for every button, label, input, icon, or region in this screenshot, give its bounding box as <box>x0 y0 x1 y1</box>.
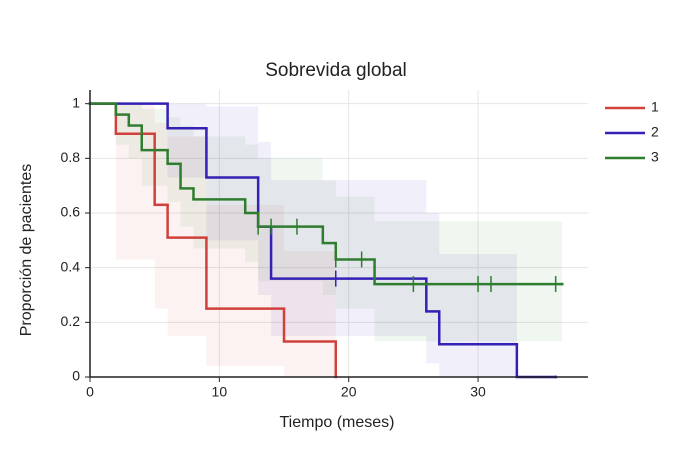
y-tick-label: 0.2 <box>61 313 81 329</box>
x-tick-label: 10 <box>212 384 228 400</box>
chart-title: Sobrevida global <box>265 60 407 81</box>
confidence-band <box>374 221 563 342</box>
y-axis-label: Proporción de pacientes <box>18 164 35 337</box>
confidence-band <box>154 122 168 309</box>
confidence-band <box>128 103 142 159</box>
confidence-band <box>284 251 336 377</box>
confidence-band <box>167 103 207 178</box>
legend-label: 1 <box>651 99 659 115</box>
grid: 00.20.40.60.810 10 20 30 <box>61 90 588 400</box>
x-tick-label: 0 <box>86 384 94 400</box>
confidence-band <box>206 106 259 241</box>
confidence-band <box>335 196 375 309</box>
confidence-band <box>180 125 194 227</box>
confidence-band <box>271 180 427 336</box>
confidence-band <box>322 180 336 295</box>
confidence-band <box>245 144 259 263</box>
x-axis-label: Tiempo (meses) <box>280 414 395 431</box>
confidence-band <box>193 136 246 249</box>
confidence-band <box>115 103 129 145</box>
confidence-band <box>115 103 155 260</box>
legend: 1 2 3 <box>605 99 659 165</box>
confidence-band <box>167 136 207 336</box>
confidence-band <box>258 141 272 295</box>
bands <box>115 103 563 377</box>
legend-label: 3 <box>651 149 659 165</box>
y-tick-label: 0.8 <box>61 149 81 165</box>
lines <box>88 102 564 379</box>
y-tick-label: 0.6 <box>61 204 81 220</box>
confidence-band <box>426 213 440 364</box>
confidence-band <box>439 254 517 377</box>
confidence-band <box>258 158 323 282</box>
x-tick-label: 20 <box>341 384 357 400</box>
legend-label: 2 <box>651 124 659 140</box>
confidence-band <box>167 117 181 203</box>
x-tick-label: 30 <box>470 384 486 400</box>
y-tick-label: 0.4 <box>61 258 81 274</box>
y-tick-label: 1 <box>72 94 80 110</box>
y-tick-label: 0 <box>72 368 80 384</box>
